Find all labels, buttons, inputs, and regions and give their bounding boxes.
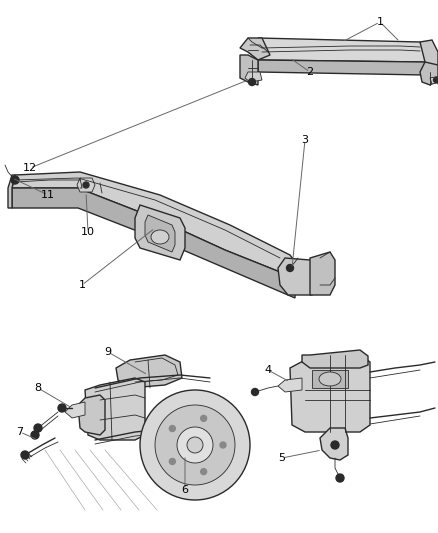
Circle shape [170, 458, 175, 464]
Polygon shape [245, 72, 262, 82]
Circle shape [434, 77, 438, 83]
Text: 7: 7 [17, 427, 24, 437]
Polygon shape [78, 395, 105, 435]
Circle shape [248, 78, 255, 85]
Polygon shape [135, 205, 185, 260]
Polygon shape [248, 38, 430, 62]
Circle shape [34, 424, 42, 432]
Polygon shape [290, 355, 370, 432]
Text: 9: 9 [104, 347, 112, 357]
Circle shape [187, 437, 203, 453]
Polygon shape [240, 55, 258, 85]
Polygon shape [77, 178, 95, 192]
Text: 4: 4 [265, 365, 272, 375]
Polygon shape [65, 402, 85, 418]
Circle shape [11, 176, 19, 184]
Polygon shape [420, 40, 438, 72]
Polygon shape [278, 258, 320, 295]
Polygon shape [312, 370, 348, 388]
Polygon shape [240, 38, 270, 60]
Polygon shape [145, 215, 175, 252]
Polygon shape [116, 355, 182, 388]
Polygon shape [430, 76, 438, 84]
Circle shape [31, 431, 39, 439]
Circle shape [336, 474, 344, 482]
Circle shape [201, 469, 207, 474]
Text: 5: 5 [279, 453, 286, 463]
Circle shape [286, 264, 293, 271]
Circle shape [201, 415, 207, 422]
Polygon shape [12, 172, 300, 278]
Text: 2: 2 [307, 67, 314, 77]
Polygon shape [8, 175, 15, 208]
Polygon shape [320, 428, 348, 460]
Circle shape [220, 442, 226, 448]
Polygon shape [85, 378, 145, 440]
Polygon shape [420, 62, 438, 85]
Text: 1: 1 [78, 280, 85, 290]
Text: 8: 8 [35, 383, 42, 393]
Text: 3: 3 [301, 135, 308, 145]
Polygon shape [310, 252, 335, 295]
Circle shape [58, 404, 66, 412]
Polygon shape [258, 60, 425, 75]
Ellipse shape [151, 230, 169, 244]
Polygon shape [12, 188, 295, 298]
Text: 10: 10 [81, 227, 95, 237]
Text: 12: 12 [23, 163, 37, 173]
Circle shape [21, 451, 29, 459]
Circle shape [140, 390, 250, 500]
Ellipse shape [319, 372, 341, 386]
Text: 11: 11 [41, 190, 55, 200]
Circle shape [83, 182, 89, 188]
Circle shape [170, 425, 175, 432]
Polygon shape [278, 378, 302, 392]
Text: 1: 1 [377, 17, 384, 27]
Circle shape [251, 389, 258, 395]
Polygon shape [302, 350, 368, 368]
Text: 6: 6 [181, 485, 188, 495]
Circle shape [155, 405, 235, 485]
Circle shape [331, 441, 339, 449]
Circle shape [177, 427, 213, 463]
